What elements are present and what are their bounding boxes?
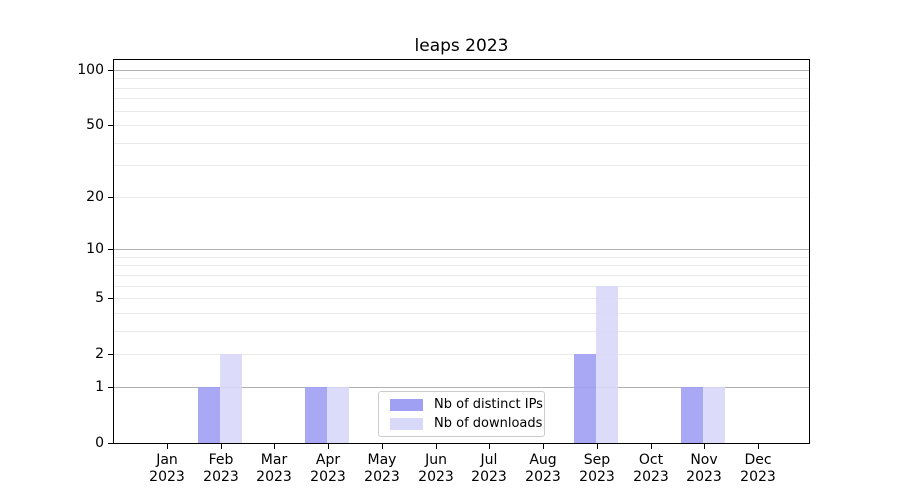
legend-swatch-downloads <box>390 417 423 430</box>
minor-gridline-8 <box>114 265 809 266</box>
x-tick-label-oct: Oct 2023 <box>633 452 669 485</box>
minor-gridline-6 <box>114 286 809 287</box>
x-tick-label-jun: Jun 2023 <box>418 452 454 485</box>
y-tick-label-100: 100 <box>77 62 104 78</box>
y-tick-label-0: 0 <box>95 435 104 451</box>
y-tick-100 <box>108 70 113 71</box>
legend-label-downloads: Nb of downloads <box>434 416 543 431</box>
x-tick-label-nov: Nov 2023 <box>686 452 722 485</box>
bar-downloads-feb <box>220 354 242 443</box>
bar-distinct-ips-apr <box>305 387 327 443</box>
x-tick-feb <box>221 444 222 449</box>
y-tick-1 <box>108 387 113 388</box>
minor-gridline-9 <box>114 257 809 258</box>
legend-item-downloads: Nb of downloads <box>390 417 544 430</box>
bar-distinct-ips-sep <box>574 354 596 443</box>
x-tick-sep <box>597 444 598 449</box>
legend-item-distinct-ips: Nb of distinct IPs <box>390 398 544 411</box>
minor-gridline-70 <box>114 98 809 99</box>
legend: Nb of distinct IPs Nb of downloads <box>378 391 545 437</box>
minor-gridline-80 <box>114 88 809 89</box>
chart-title: leaps 2023 <box>414 36 509 56</box>
bar-downloads-nov <box>703 387 725 443</box>
bar-downloads-sep <box>596 286 618 443</box>
x-tick-jan <box>167 444 168 449</box>
x-tick-nov <box>704 444 705 449</box>
plot-area <box>113 59 810 444</box>
y-tick-20 <box>108 197 113 198</box>
y-tick-0 <box>108 443 113 444</box>
x-tick-label-apr: Apr 2023 <box>310 452 346 485</box>
x-tick-label-dec: Dec 2023 <box>740 452 776 485</box>
y-tick-5 <box>108 298 113 299</box>
x-tick-oct <box>651 444 652 449</box>
major-gridline-1 <box>114 387 809 388</box>
bar-distinct-ips-nov <box>681 387 703 443</box>
x-tick-label-may: May 2023 <box>364 452 400 485</box>
x-tick-label-feb: Feb 2023 <box>203 452 239 485</box>
y-tick-10 <box>108 249 113 250</box>
major-gridline-10 <box>114 249 809 250</box>
x-tick-label-aug: Aug 2023 <box>525 452 561 485</box>
y-tick-label-50: 50 <box>86 117 104 133</box>
y-tick-50 <box>108 125 113 126</box>
minor-gridline-5 <box>114 298 809 299</box>
y-tick-label-1: 1 <box>95 379 104 395</box>
x-tick-mar <box>274 444 275 449</box>
major-gridline-100 <box>114 70 809 71</box>
minor-gridline-20 <box>114 197 809 198</box>
minor-gridline-2 <box>114 354 809 355</box>
minor-gridline-90 <box>114 78 809 79</box>
x-tick-aug <box>543 444 544 449</box>
minor-gridline-50 <box>114 125 809 126</box>
x-tick-label-mar: Mar 2023 <box>256 452 292 485</box>
minor-gridline-40 <box>114 143 809 144</box>
y-tick-label-20: 20 <box>86 189 104 205</box>
y-tick-2 <box>108 354 113 355</box>
minor-gridline-4 <box>114 313 809 314</box>
minor-gridline-30 <box>114 165 809 166</box>
x-tick-jun <box>436 444 437 449</box>
y-tick-label-10: 10 <box>86 241 104 257</box>
legend-swatch-distinct-ips <box>390 398 423 411</box>
minor-gridline-60 <box>114 111 809 112</box>
legend-label-distinct-ips: Nb of distinct IPs <box>434 397 543 412</box>
x-tick-apr <box>328 444 329 449</box>
bar-distinct-ips-feb <box>198 387 220 443</box>
x-tick-dec <box>758 444 759 449</box>
x-tick-label-jan: Jan 2023 <box>149 452 185 485</box>
x-tick-jul <box>489 444 490 449</box>
bar-downloads-apr <box>327 387 349 443</box>
minor-gridline-3 <box>114 331 809 332</box>
x-tick-label-sep: Sep 2023 <box>579 452 615 485</box>
y-tick-label-5: 5 <box>95 290 104 306</box>
y-tick-label-2: 2 <box>95 346 104 362</box>
x-tick-label-jul: Jul 2023 <box>471 452 507 485</box>
x-tick-may <box>382 444 383 449</box>
minor-gridline-7 <box>114 275 809 276</box>
